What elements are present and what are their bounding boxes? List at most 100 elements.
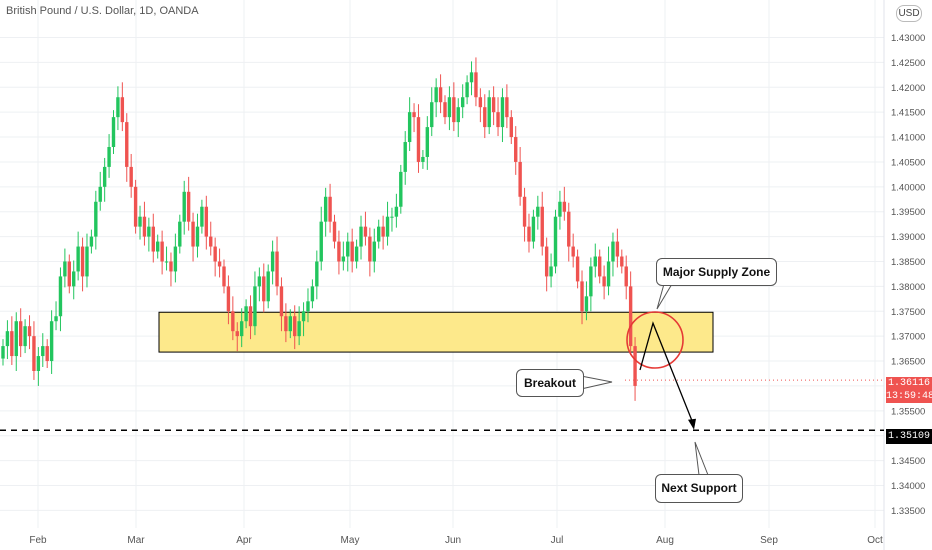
candle-body	[341, 256, 346, 262]
candle-body	[483, 107, 487, 128]
y-tick-label: 1.42500	[891, 58, 925, 69]
y-tick-label: 1.38000	[891, 282, 925, 293]
supply-zone-callout: Major Supply Zone	[656, 258, 777, 286]
candle-body	[248, 306, 253, 327]
candle-body	[363, 226, 368, 237]
candle-body	[359, 226, 363, 247]
candle-body	[377, 226, 381, 242]
x-tick-label: Oct	[867, 535, 883, 546]
candle-body	[527, 226, 531, 242]
candle-body	[615, 241, 620, 257]
candle-body	[368, 236, 372, 262]
candle-body	[399, 171, 403, 207]
currency-badge[interactable]: USD	[896, 5, 922, 22]
x-tick-label: Aug	[656, 535, 674, 546]
y-tick-label: 1.41000	[891, 133, 925, 144]
candle-body	[107, 147, 111, 167]
candle-body	[5, 331, 10, 347]
candle-body	[407, 112, 412, 143]
y-tick-label: 1.39000	[891, 232, 925, 243]
candle-body	[125, 122, 129, 167]
candle-body	[244, 306, 248, 322]
candle-body	[80, 246, 85, 277]
supply-retest-circle	[626, 311, 684, 369]
candle-body	[262, 276, 266, 302]
candle-body	[447, 97, 452, 118]
candle-body	[452, 97, 456, 123]
candle-body	[328, 196, 332, 222]
zone-callout-pointer	[656, 283, 673, 310]
candle-body	[633, 346, 637, 386]
candle-body	[297, 321, 301, 337]
candle-body	[293, 316, 297, 337]
candle-body	[412, 112, 416, 118]
candle-body	[310, 286, 315, 302]
candle-body	[474, 72, 478, 98]
candle-body	[323, 196, 328, 222]
candle-body	[372, 241, 376, 262]
candle-body	[275, 251, 279, 287]
candle-body	[421, 156, 425, 162]
y-tick-label: 1.35500	[891, 406, 925, 417]
candle-body	[67, 261, 71, 287]
projection-arrowhead	[688, 418, 696, 430]
candle-body	[257, 276, 262, 287]
candle-body	[500, 97, 505, 128]
candle-body	[89, 236, 94, 247]
x-tick-label: Jul	[551, 535, 564, 546]
annotation-overlay	[0, 283, 884, 476]
x-tick-label: Mar	[127, 535, 145, 546]
candle-body	[540, 206, 544, 247]
y-tick-label: 1.34500	[891, 456, 925, 467]
candle-body	[354, 246, 359, 262]
candle-body	[36, 356, 41, 371]
candle-body	[602, 276, 606, 287]
candle-body	[142, 216, 147, 237]
candles	[1, 57, 637, 401]
candle-body	[133, 186, 138, 227]
candle-body	[200, 206, 204, 227]
candle-body	[1, 346, 5, 359]
candle-body	[85, 246, 89, 277]
candle-body	[284, 316, 288, 332]
candle-body	[469, 72, 474, 83]
candle-body	[288, 316, 292, 332]
x-axis: Feb Mar Apr May Jun Jul Aug Sep Oct	[29, 535, 883, 546]
candle-body	[580, 281, 584, 312]
candle-body	[434, 87, 438, 103]
candle-body	[505, 97, 509, 118]
candle-body	[332, 221, 337, 242]
candle-body	[553, 216, 558, 267]
candle-body	[182, 191, 186, 222]
candle-body	[138, 216, 142, 227]
candle-body	[381, 226, 385, 237]
candle-body	[346, 241, 350, 257]
candle-body	[403, 142, 407, 172]
candle-body	[385, 216, 390, 237]
candle-body	[41, 346, 45, 357]
candle-body	[102, 166, 107, 187]
candle-body	[589, 266, 593, 297]
y-tick-label: 1.39500	[891, 207, 925, 218]
y-tick-label: 1.36500	[891, 357, 925, 368]
candle-body	[169, 261, 173, 272]
candle-body	[430, 102, 434, 128]
y-tick-label: 1.34000	[891, 481, 925, 492]
next-support-callout: Next Support	[655, 474, 743, 503]
candle-body	[173, 246, 178, 272]
candle-body	[522, 196, 527, 227]
y-tick-label: 1.37000	[891, 332, 925, 343]
candle-body	[628, 286, 633, 347]
candle-body	[49, 321, 54, 362]
bar-countdown: 13:59:48	[886, 391, 932, 402]
candle-body	[390, 216, 394, 218]
candle-body	[416, 117, 421, 162]
candle-body	[465, 82, 469, 98]
current-price-tag: 1.36116 13:59:48	[886, 377, 932, 403]
candle-body	[536, 206, 540, 217]
breakout-callout: Breakout	[516, 369, 584, 397]
candle-body	[620, 256, 624, 267]
candle-body	[147, 226, 151, 237]
support-callout-pointer	[694, 441, 709, 476]
